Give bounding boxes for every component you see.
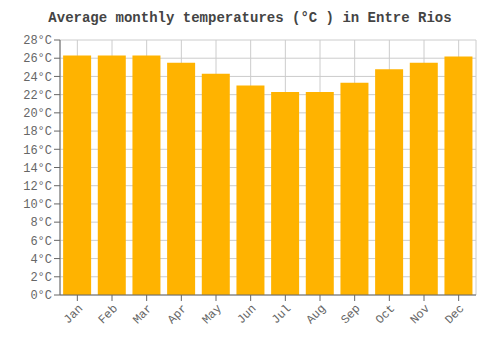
svg-text:24°C: 24°C	[23, 71, 52, 85]
html-text:Average monthly temperatures (: Average monthly temperatures (°C ) in En…	[48, 10, 452, 26]
svg-text:Feb: Feb	[96, 302, 121, 327]
svg-text:6°C: 6°C	[30, 235, 52, 249]
svg-text:2°C: 2°C	[30, 271, 52, 285]
svg-text:May: May	[200, 302, 225, 327]
svg-text:26°C: 26°C	[23, 52, 52, 66]
svg-text:Jun: Jun	[234, 302, 259, 327]
svg-text:0°C: 0°C	[30, 289, 52, 303]
svg-text:4°C: 4°C	[30, 253, 52, 267]
svg-text:18°C: 18°C	[23, 125, 52, 139]
svg-text:Nov: Nov	[408, 302, 433, 327]
svg-text:Dec: Dec	[442, 302, 467, 327]
svg-text:Aug: Aug	[304, 302, 329, 327]
svg-text:14°C: 14°C	[23, 162, 52, 176]
svg-text:16°C: 16°C	[23, 144, 52, 158]
svg-text:8°C: 8°C	[30, 216, 52, 230]
svg-text:Jul: Jul	[269, 302, 294, 327]
svg-text:Oct: Oct	[373, 302, 398, 327]
svg-text:28°C: 28°C	[23, 34, 52, 48]
svg-text:Sep: Sep	[338, 302, 363, 327]
svg-text:22°C: 22°C	[23, 89, 52, 103]
svg-text:10°C: 10°C	[23, 198, 52, 212]
svg-text:Mar: Mar	[130, 302, 155, 327]
svg-text:20°C: 20°C	[23, 107, 52, 121]
svg-text:Jan: Jan	[61, 302, 86, 327]
svg-text:12°C: 12°C	[23, 180, 52, 194]
svg-text:Apr: Apr	[165, 302, 190, 327]
